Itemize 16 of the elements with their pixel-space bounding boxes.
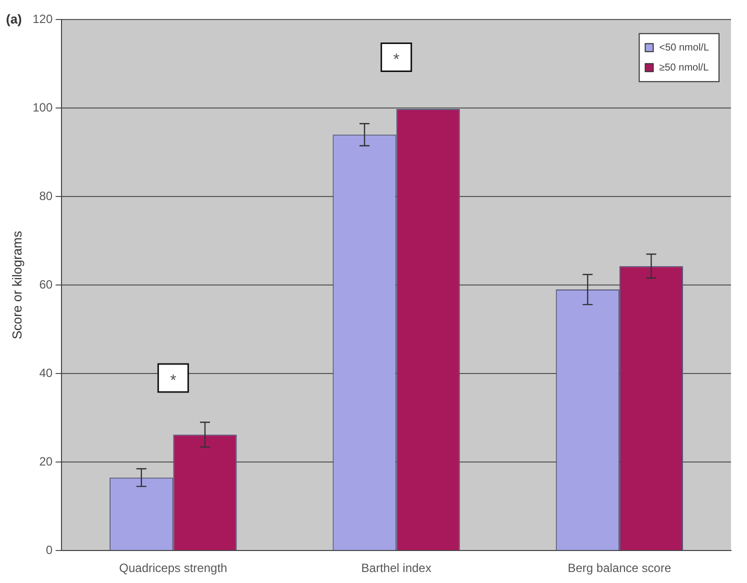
annotation: * <box>393 52 400 69</box>
legend-label: ≥50 nmol/L <box>659 62 710 74</box>
y-tick-label: 100 <box>32 100 53 114</box>
annotation: * <box>170 372 176 390</box>
y-tick-label: 0 <box>46 542 53 557</box>
y-tick-label: 60 <box>39 277 53 292</box>
x-tick-label: Barthel index <box>361 561 432 576</box>
y-tick-label: 80 <box>39 188 53 203</box>
x-tick-label: Quadriceps strength <box>119 561 228 576</box>
y-tick-label: 40 <box>39 366 53 380</box>
y-tick-label: 20 <box>39 454 53 468</box>
chart-title: (a) <box>6 11 22 26</box>
y-tick-label: 120 <box>32 12 53 26</box>
legend-label: <50 nmol/L <box>659 42 710 54</box>
y-axis-title: Score or kilograms <box>9 230 24 340</box>
x-tick-label: Berg balance score <box>568 561 672 576</box>
